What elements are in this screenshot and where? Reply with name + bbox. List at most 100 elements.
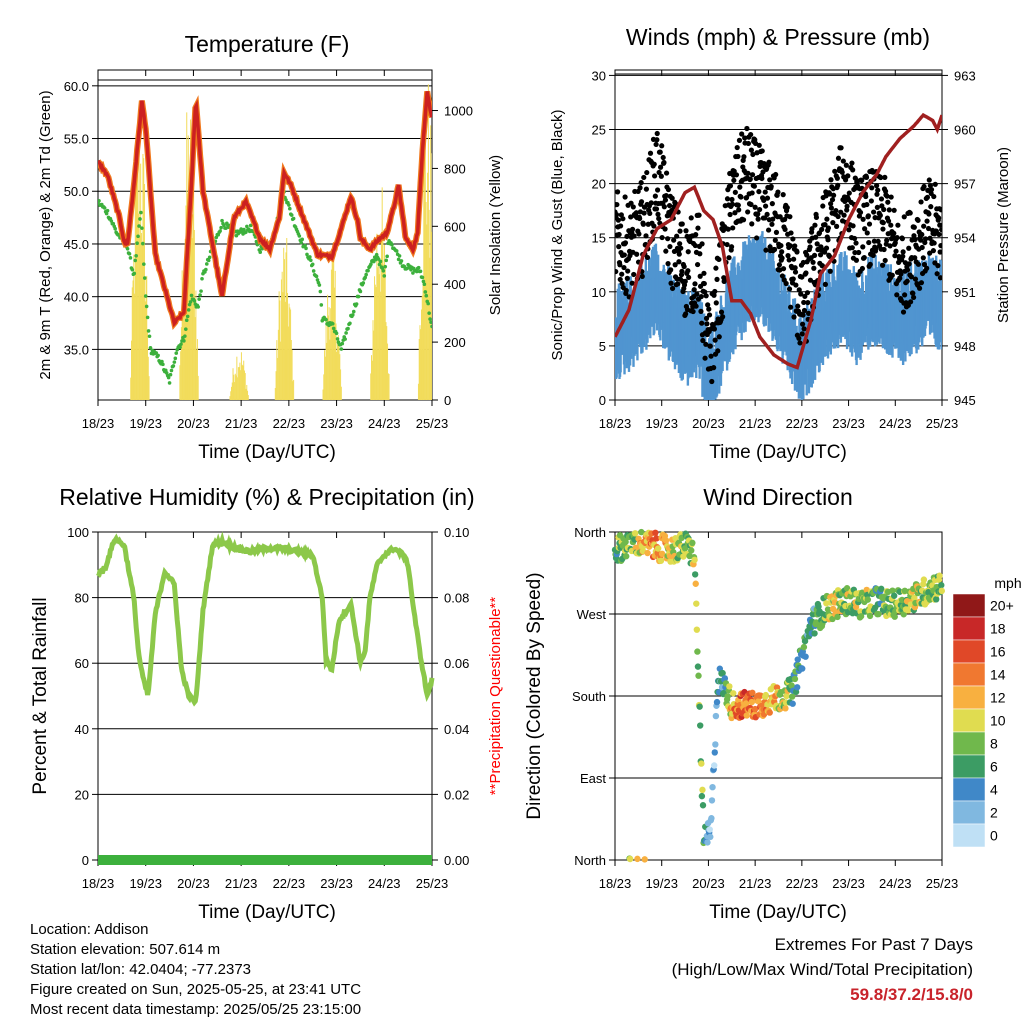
gust-point: [714, 276, 720, 282]
gust-point: [629, 226, 636, 232]
gust-point: [697, 273, 703, 279]
x-tick-label: 20/23: [692, 876, 725, 891]
direction-point: [936, 572, 943, 579]
direction-point: [719, 669, 726, 677]
gust-point: [832, 168, 838, 174]
dewpoint-point: [343, 337, 347, 341]
gust-point: [812, 222, 818, 228]
gust-point: [644, 169, 650, 176]
gust-point: [749, 190, 755, 196]
gust-point: [857, 209, 864, 216]
direction-point: [711, 762, 718, 769]
dewpoint-point: [288, 206, 292, 211]
gust-point: [671, 237, 677, 243]
gust-point: [711, 326, 718, 332]
y-tick-label: 60.0: [64, 79, 89, 94]
dewpoint-point: [361, 281, 366, 285]
temp-2m-line: [98, 91, 432, 328]
gust-point: [897, 275, 903, 281]
gust-point: [937, 249, 942, 255]
y-tick-label: 20: [75, 787, 89, 802]
dewpoint-point: [166, 375, 171, 380]
gust-point: [910, 290, 916, 296]
direction-point: [711, 749, 718, 756]
chart-title: Relative Humidity (%) & Precipitation (i…: [59, 484, 474, 510]
dewpoint-point: [145, 315, 150, 320]
gust-point: [706, 312, 713, 318]
x-tick-label: 22/23: [273, 876, 306, 891]
gust-point: [709, 378, 715, 385]
direction-point: [694, 648, 701, 655]
direction-point: [641, 856, 648, 863]
gust-point: [759, 175, 765, 182]
gust-point: [787, 243, 793, 249]
rh-line: [96, 531, 435, 707]
y-axis-label: Direction (Colored By Speed): [524, 572, 545, 819]
gust-point: [920, 255, 926, 261]
dewpoint-point: [187, 302, 192, 307]
gust-point: [629, 280, 635, 286]
dewpoint-point: [390, 242, 394, 247]
gust-point: [694, 261, 701, 268]
dewpoint-point: [214, 235, 219, 240]
dewpoint-point: [385, 254, 389, 259]
gust-point: [776, 262, 783, 268]
gust-point: [906, 245, 912, 251]
gust-point: [665, 236, 671, 242]
dewpoint-point: [161, 362, 165, 367]
direction-point: [688, 547, 695, 554]
direction-point: [693, 600, 700, 607]
x-tick-label: 24/23: [368, 876, 401, 891]
gust-point: [908, 299, 914, 305]
gust-point: [763, 203, 769, 209]
gust-point: [643, 186, 649, 192]
gust-point: [841, 212, 847, 218]
gust-point: [887, 243, 893, 249]
gust-point: [779, 255, 785, 261]
gust-point: [922, 236, 929, 242]
gust-point: [830, 220, 836, 226]
gust-point: [911, 224, 917, 230]
gust-point: [873, 245, 879, 252]
dewpoint-point: [291, 216, 296, 221]
gust-point: [692, 281, 698, 287]
gust-point: [885, 199, 891, 205]
chart-title: Wind Direction: [703, 484, 853, 510]
gust-point: [748, 131, 754, 138]
gust-point: [712, 337, 718, 343]
direction-point: [698, 760, 705, 767]
dewpoint-point: [369, 262, 373, 267]
dewpoint-point: [330, 321, 335, 326]
direction-point: [626, 855, 634, 863]
gust-point: [936, 231, 942, 238]
gust-point: [738, 194, 744, 200]
gust-point: [699, 320, 705, 326]
dewpoint-point: [382, 274, 387, 278]
direction-point: [693, 626, 701, 633]
gust-point: [620, 216, 626, 222]
x-tick-label: 23/23: [832, 416, 865, 431]
direction-point: [631, 530, 639, 537]
extremes-summary: Extremes For Past 7 Days (High/Low/Max W…: [672, 932, 973, 1007]
gust-point: [869, 185, 875, 191]
dewpoint-point: [183, 327, 188, 331]
dewpoint-point: [183, 334, 187, 338]
dewpoint-point: [135, 241, 139, 245]
gust-point: [765, 227, 772, 233]
gust-point: [834, 175, 840, 181]
gust-point: [679, 221, 685, 227]
gust-point: [713, 265, 719, 271]
y2-tick-label: 0.02: [444, 787, 469, 802]
direction-point: [712, 712, 720, 720]
gust-point: [868, 198, 874, 204]
direction-point: [751, 705, 759, 713]
gust-point: [880, 220, 886, 226]
dewpoint-point: [167, 381, 172, 385]
gust-point: [928, 186, 935, 193]
gust-point: [655, 211, 661, 217]
gust-point: [698, 308, 704, 314]
gust-point: [835, 155, 842, 161]
gust-point: [619, 271, 625, 277]
gust-point: [918, 280, 925, 286]
gust-point: [871, 209, 877, 215]
